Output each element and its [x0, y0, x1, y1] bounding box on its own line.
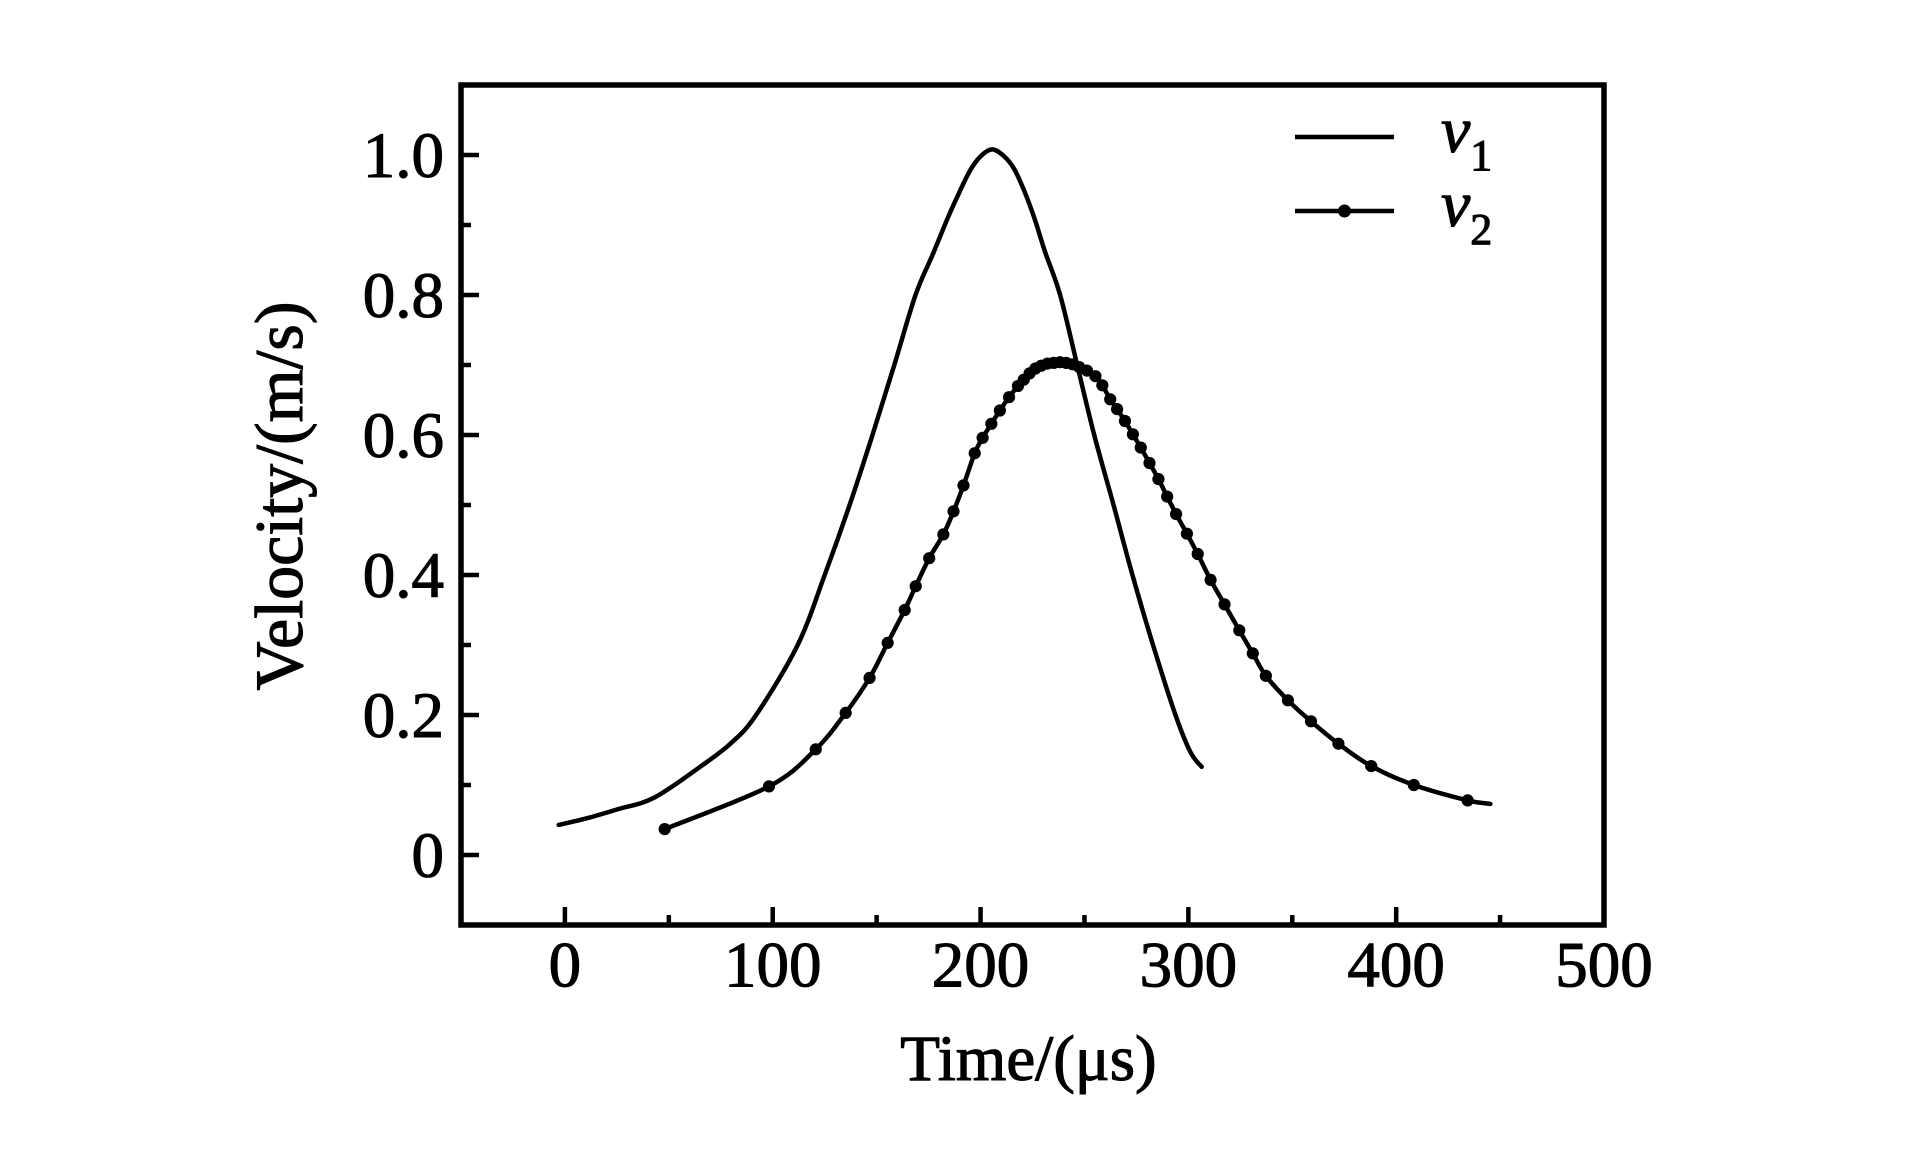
series-v2-marker: [1180, 527, 1194, 540]
series-v2-marker: [1134, 441, 1147, 454]
series-v2-line: [662, 359, 1493, 832]
y-tick-label: 0.2: [363, 680, 444, 752]
series-v2-marker: [976, 431, 989, 444]
series-v2-marker: [957, 479, 970, 492]
series-v2-marker: [1002, 391, 1016, 404]
series-v2-marker: [1461, 794, 1474, 807]
series-v2-marker: [898, 603, 911, 617]
series-v2-marker: [909, 580, 922, 593]
series-v2-marker: [1259, 669, 1272, 682]
y-tick-label: 0.4: [363, 540, 444, 612]
series-v2-marker: [993, 404, 1006, 417]
series-v2-marker: [1218, 598, 1231, 611]
series-v2-marker: [1110, 403, 1124, 416]
series-v2-marker: [985, 417, 998, 430]
series-v2-marker: [839, 706, 852, 720]
series-v2-marker: [1161, 490, 1174, 503]
axis-ticks-group: [461, 152, 1607, 925]
series-v2-marker: [1304, 715, 1318, 728]
y-axis-title: Velocity/(m/s): [241, 301, 317, 690]
series-v2-marker: [1332, 737, 1345, 750]
x-tick-label: 300: [1140, 930, 1238, 1002]
x-tick-labels-group: 0 100 200 300 400 500: [548, 929, 1653, 1002]
series-v2-marker: [1191, 547, 1204, 561]
series-v2-marker: [1281, 694, 1295, 707]
x-tick-label: 200: [932, 930, 1030, 1002]
series-v2-marker: [1089, 370, 1102, 383]
series-v2-marker: [1170, 507, 1183, 521]
series-v2-marker: [1152, 473, 1165, 486]
series-v2-marker: [1096, 379, 1109, 392]
series-v2-markers: [658, 356, 1474, 836]
series-v2-marker: [1233, 624, 1246, 637]
x-tick-label: 100: [724, 930, 822, 1002]
x-tick-label: 0: [549, 930, 582, 1002]
legend-marker-sample-v2: [1338, 204, 1351, 218]
series-v2-marker: [923, 552, 936, 565]
legend-label-v2: v2: [1441, 168, 1492, 254]
series-v2-marker: [1365, 760, 1378, 773]
series-v2-marker: [1104, 393, 1117, 406]
y-tick-label: 0.6: [363, 400, 444, 472]
series-v2-marker: [658, 823, 671, 836]
series-v2-marker: [762, 780, 776, 793]
series-v1-line: [556, 147, 1204, 828]
series-v2-marker: [968, 447, 981, 460]
series-v2-marker: [863, 671, 876, 685]
y-tick-label: 0: [412, 820, 445, 892]
x-axis-title: Time/(μs): [900, 1023, 1156, 1095]
series-v2-marker: [1118, 414, 1132, 428]
series-v2-marker: [1126, 428, 1139, 441]
y-tick-labels-group: 0 0.2 0.4 0.6 0.8 1.0: [362, 119, 445, 892]
series-v2-marker: [1246, 647, 1259, 660]
series-v2-marker: [881, 636, 894, 650]
y-tick-label: 1.0: [363, 120, 444, 192]
series-v2-marker: [1143, 456, 1156, 470]
x-tick-label: 400: [1347, 930, 1445, 1002]
series-v2-marker: [809, 743, 822, 756]
series-v2-marker: [937, 528, 950, 541]
series-v2-marker: [947, 505, 960, 518]
legend-label-subscript-v1: 1: [1470, 131, 1492, 180]
x-tick-label: 500: [1555, 930, 1653, 1002]
axis-titles-group: Time/(μs) Velocity/(m/s): [240, 301, 1157, 1096]
series-v2-marker: [1407, 778, 1420, 792]
y-tick-label: 0.8: [363, 260, 444, 332]
data-series-group: [556, 147, 1493, 836]
legend-label-subscript-v2: 2: [1470, 205, 1492, 254]
series-v2-marker: [1204, 573, 1217, 587]
